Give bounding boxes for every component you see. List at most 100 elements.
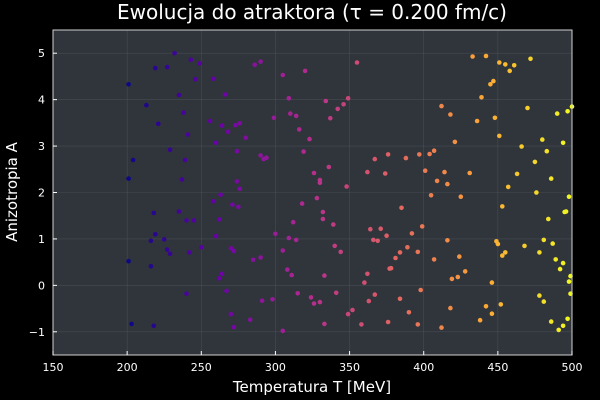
data-point [448, 305, 453, 311]
data-point [144, 102, 149, 108]
data-point [328, 115, 333, 121]
data-point [250, 257, 256, 263]
data-point [236, 204, 241, 210]
data-point [317, 180, 323, 186]
data-point [153, 232, 158, 237]
data-point [550, 241, 555, 246]
data-point [372, 156, 378, 162]
data-point [362, 280, 367, 285]
data-point [243, 135, 249, 140]
data-point [541, 237, 547, 243]
x-tick-label: 250 [191, 361, 212, 374]
axis-ticks: 150 200 250 300 350 400 450 500 −1 0 1 2 3 4 5 [29, 47, 583, 374]
data-point [445, 238, 450, 243]
data-point [489, 280, 495, 285]
data-point [467, 170, 473, 176]
data-point [219, 123, 225, 128]
x-tick-label: 200 [117, 361, 138, 374]
data-point [338, 249, 344, 255]
data-point [372, 292, 378, 297]
data-point [546, 216, 551, 222]
data-point [280, 72, 286, 78]
data-point [130, 157, 136, 163]
data-point [270, 297, 275, 302]
data-point [286, 96, 292, 101]
data-point [176, 92, 182, 98]
data-point [415, 249, 421, 255]
data-point [458, 194, 464, 199]
data-point [126, 176, 131, 181]
data-point [213, 233, 219, 239]
data-point [271, 115, 277, 121]
data-point [418, 287, 424, 293]
data-point [417, 152, 422, 157]
chart-title: Ewolucja do atraktora (τ = 0.200 fm/c) [117, 0, 507, 24]
data-point [307, 136, 312, 142]
data-point [415, 322, 421, 327]
data-point [528, 56, 533, 62]
data-point [184, 291, 189, 297]
data-point [405, 245, 410, 250]
data-point [537, 250, 542, 255]
data-point [498, 302, 504, 307]
data-point [503, 250, 508, 255]
y-tick-label: 5 [38, 47, 45, 60]
data-point [126, 82, 131, 87]
data-point [427, 151, 432, 157]
data-point [500, 204, 505, 209]
data-point [560, 140, 566, 146]
data-point [566, 194, 572, 199]
data-point [428, 193, 434, 198]
data-point [219, 271, 225, 277]
data-point [323, 98, 329, 104]
data-point [129, 321, 134, 327]
data-point [289, 272, 295, 278]
data-point [273, 231, 278, 237]
data-point [507, 68, 512, 74]
data-point [409, 231, 415, 236]
y-tick-label: −1 [29, 326, 45, 339]
data-point [335, 106, 341, 112]
data-point [537, 293, 542, 298]
data-point [365, 169, 370, 175]
data-point [233, 122, 238, 128]
data-point [285, 267, 290, 272]
data-point [431, 257, 437, 262]
data-point [534, 190, 539, 195]
data-point [191, 218, 197, 223]
y-tick-label: 1 [38, 233, 45, 246]
data-point [218, 192, 223, 198]
data-point [540, 137, 545, 142]
data-point [366, 298, 372, 304]
data-point [317, 299, 323, 305]
data-point [525, 105, 530, 111]
data-point [264, 155, 269, 160]
data-point [299, 201, 305, 206]
data-point [222, 92, 228, 97]
data-point [185, 132, 191, 137]
data-point [419, 224, 425, 229]
data-point [365, 271, 370, 277]
data-point [308, 295, 314, 300]
data-point [497, 60, 502, 65]
data-point [280, 248, 286, 253]
data-point [288, 111, 293, 116]
data-point [350, 307, 355, 313]
data-point [286, 235, 292, 241]
data-point [452, 139, 458, 145]
data-point [179, 177, 185, 182]
data-point [293, 113, 299, 119]
data-point [470, 54, 475, 59]
data-point [148, 238, 154, 244]
data-point [385, 152, 391, 157]
data-point [228, 311, 234, 317]
data-point [514, 171, 520, 177]
data-point [172, 50, 177, 56]
data-point [371, 237, 376, 243]
data-point [565, 109, 570, 114]
data-point [182, 157, 188, 163]
data-point [345, 96, 351, 101]
data-point [399, 205, 404, 211]
data-point [434, 178, 440, 184]
data-point [505, 184, 511, 190]
